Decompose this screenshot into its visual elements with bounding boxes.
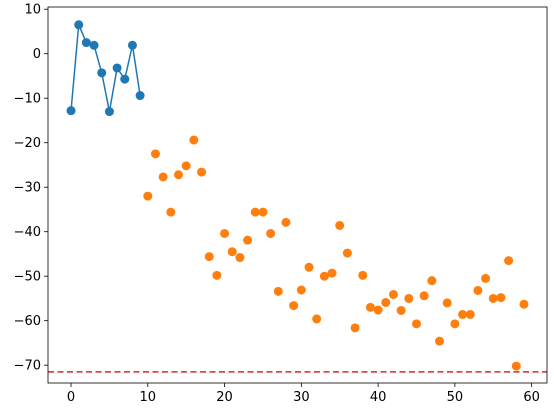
series-2-point xyxy=(212,270,222,280)
series-2-point xyxy=(235,253,245,263)
series-2-point xyxy=(435,336,445,346)
series-2-point xyxy=(488,293,498,303)
series-2-point xyxy=(189,135,199,145)
plot-area xyxy=(48,20,547,373)
series-1-point xyxy=(135,91,145,101)
series-2-point xyxy=(289,301,299,311)
series-2-point xyxy=(296,285,306,295)
series-2-point xyxy=(312,314,322,324)
series-2-point xyxy=(481,273,491,283)
series-2-point xyxy=(158,172,168,182)
y-tick-label: −10 xyxy=(14,92,41,107)
series-2-point xyxy=(381,297,391,307)
series-2-point xyxy=(227,247,237,257)
x-tick-label: 50 xyxy=(447,390,464,405)
series-2-point xyxy=(358,270,368,280)
series-2-point xyxy=(197,167,207,177)
y-tick-label: −70 xyxy=(14,359,41,374)
series-2-point xyxy=(143,191,153,201)
series-2-point xyxy=(327,268,337,278)
series-2-point xyxy=(304,262,314,272)
x-tick-label: 0 xyxy=(67,390,75,405)
x-tick-label: 20 xyxy=(216,390,233,405)
series-1-line xyxy=(70,24,141,113)
series-2-point xyxy=(220,228,230,238)
series-2-point xyxy=(442,298,452,308)
series-2-point xyxy=(404,293,414,303)
y-tick-label: −30 xyxy=(14,181,41,196)
x-tick-label: 30 xyxy=(293,390,310,405)
series-2-point xyxy=(396,305,406,315)
series-2-point xyxy=(150,149,160,159)
series-1-point xyxy=(66,106,76,116)
series-2-point xyxy=(350,323,360,333)
series-2-point xyxy=(166,207,176,217)
series-2-point xyxy=(181,161,191,171)
series-2-point xyxy=(204,252,214,262)
x-tick-label: 60 xyxy=(523,390,540,405)
series-2-point xyxy=(427,276,437,286)
series-1-point xyxy=(112,63,122,73)
y-tick-label: −20 xyxy=(14,136,41,151)
y-tick-label: −60 xyxy=(14,314,41,329)
series-2-point xyxy=(273,286,283,296)
axes-frame xyxy=(47,6,548,384)
series-1-point xyxy=(74,20,84,30)
series-1-point xyxy=(89,40,99,50)
series-2-point xyxy=(519,299,529,309)
series-1-point xyxy=(97,68,107,78)
series-2-point xyxy=(373,305,383,315)
series-2-point xyxy=(465,309,475,319)
series-2-point xyxy=(419,291,429,301)
axes: 0 10 20 30 40 50 60 10 0 −10 −20 −30 −40 −50 −60 −70 xyxy=(14,3,548,405)
series-2-point xyxy=(496,293,506,303)
series-2-point xyxy=(388,289,398,299)
series-2-point xyxy=(342,248,352,258)
series-2-point xyxy=(266,228,276,238)
series-2-point xyxy=(504,256,514,266)
series-2-point xyxy=(473,285,483,295)
series-2-point xyxy=(365,302,375,312)
x-tick-label: 40 xyxy=(370,390,387,405)
series-2-point xyxy=(258,207,268,217)
series-1-point xyxy=(127,40,137,50)
y-tick-label: 0 xyxy=(33,47,41,62)
series-1-point xyxy=(120,74,130,84)
series-1-point xyxy=(104,107,114,117)
series-1-point xyxy=(81,38,91,48)
series-2-point xyxy=(450,319,460,329)
series-2-point xyxy=(411,319,421,329)
y-tick-label: −40 xyxy=(14,225,41,240)
series-2-point xyxy=(319,271,329,281)
y-tick-label: 10 xyxy=(24,3,41,18)
series-2-point xyxy=(511,361,521,371)
x-tick-label: 10 xyxy=(140,390,157,405)
series-2-point xyxy=(335,220,345,230)
series-2-point xyxy=(243,235,253,245)
y-tick-label: −50 xyxy=(14,270,41,285)
series-2-point xyxy=(174,170,184,180)
series-2-point xyxy=(281,217,291,227)
series-2-point xyxy=(458,309,468,319)
series-2-point xyxy=(250,207,260,217)
